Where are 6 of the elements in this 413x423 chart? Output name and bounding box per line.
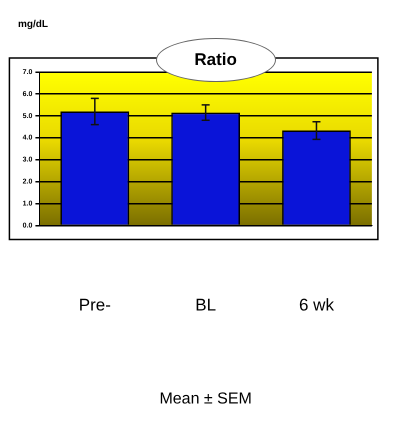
x-tick-label: Pre- [78, 295, 111, 314]
chart-title: Ratio [194, 50, 237, 70]
y-axis-title: mg/dL [18, 18, 48, 30]
x-tick-label: BL [195, 295, 216, 314]
text: Mean ± SEM [159, 390, 252, 408]
x-tick-label: 6 wk [298, 295, 334, 314]
